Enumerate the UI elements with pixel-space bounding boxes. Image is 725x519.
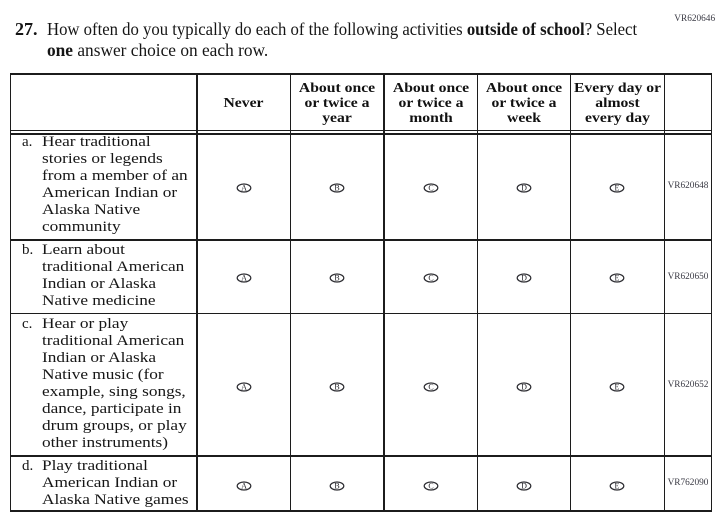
- svg-text:C: C: [428, 183, 433, 192]
- svg-text:A: A: [241, 382, 247, 391]
- svg-text:A: A: [241, 183, 247, 192]
- svg-text:D: D: [521, 481, 527, 490]
- svg-text:C: C: [428, 382, 433, 391]
- svg-text:E: E: [615, 481, 620, 490]
- svg-text:E: E: [615, 382, 620, 391]
- svg-text:E: E: [615, 274, 620, 283]
- svg-text:C: C: [428, 274, 433, 283]
- svg-text:D: D: [521, 382, 527, 391]
- svg-text:E: E: [615, 183, 620, 192]
- svg-text:A: A: [241, 481, 247, 490]
- svg-text:A: A: [241, 274, 247, 283]
- svg-text:B: B: [334, 481, 339, 490]
- svg-text:D: D: [521, 183, 527, 192]
- svg-text:B: B: [334, 382, 339, 391]
- svg-text:C: C: [428, 481, 433, 490]
- svg-text:B: B: [334, 183, 339, 192]
- svg-text:B: B: [334, 274, 339, 283]
- svg-text:D: D: [521, 274, 527, 283]
